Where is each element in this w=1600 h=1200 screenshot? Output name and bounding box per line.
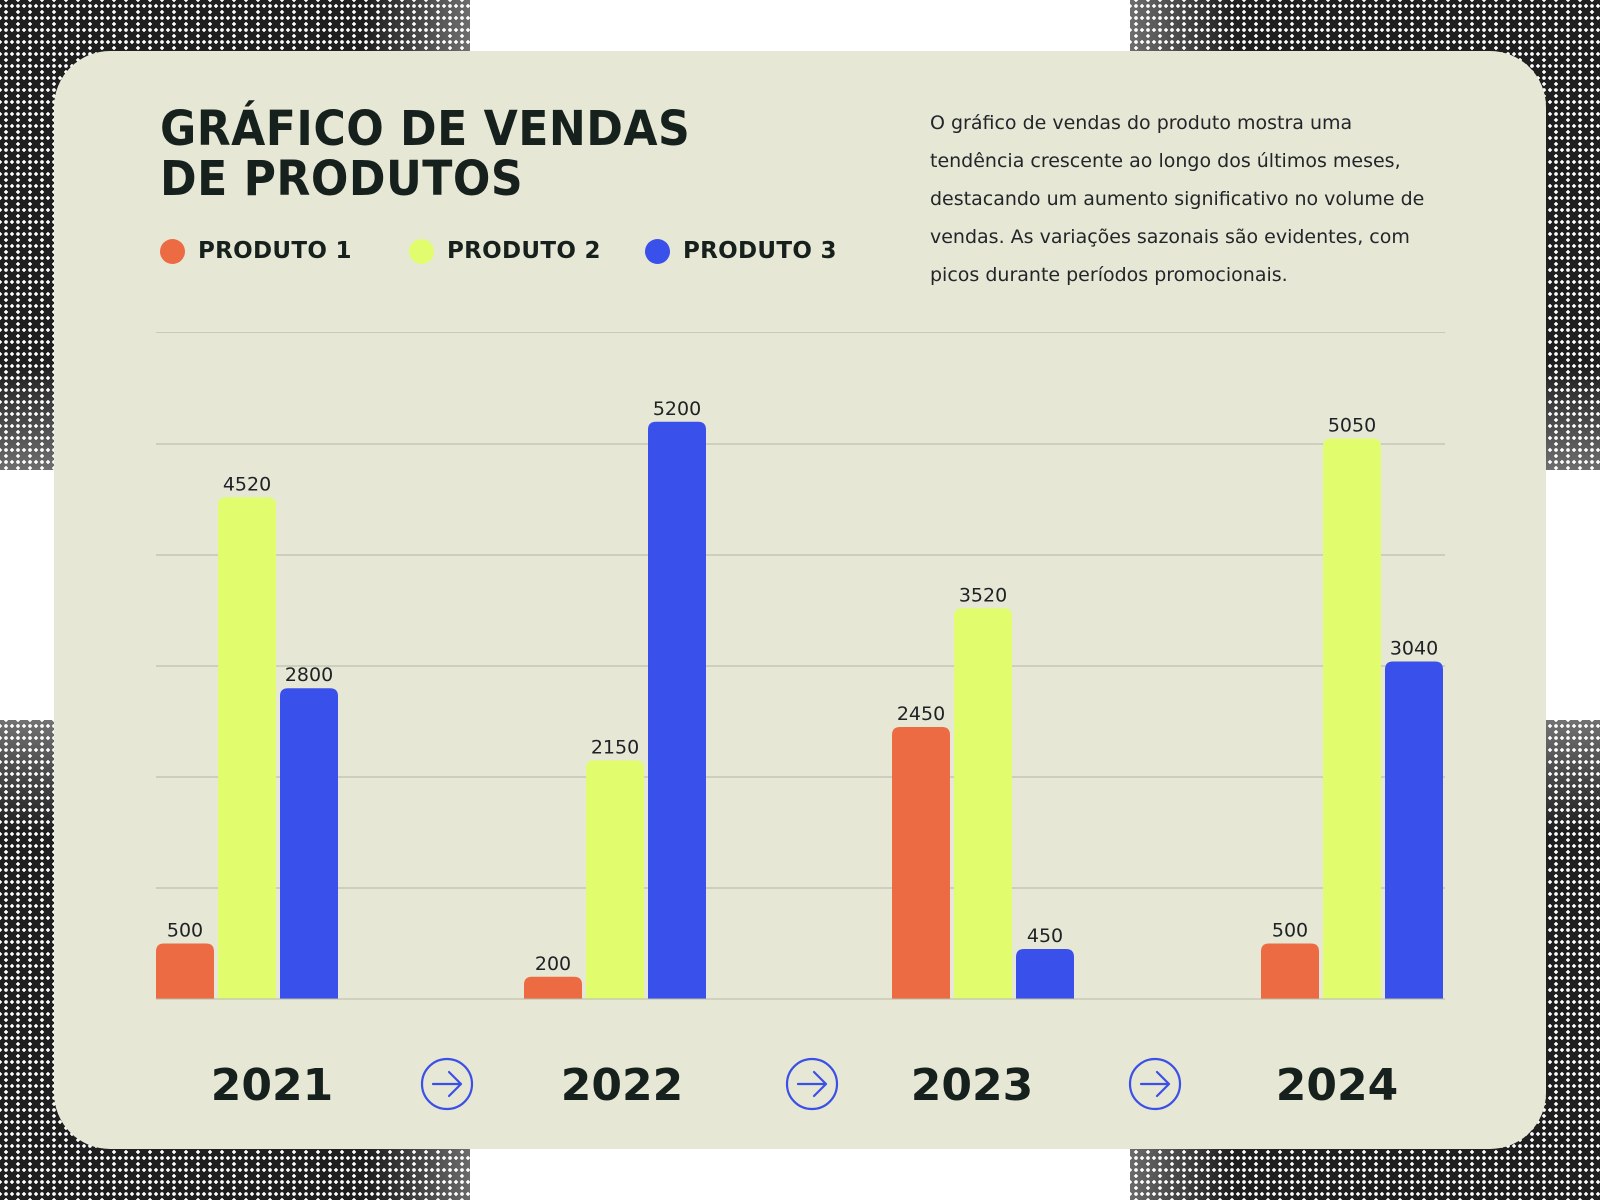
bar [892,727,950,999]
legend-swatch-produto-3 [645,238,670,264]
legend-item-produto-1: PRODUTO 1 [160,238,352,264]
bar [1016,949,1074,999]
chart-title-line-1: GRÁFICO DE VENDAS [160,101,691,157]
legend-label-produto-3: PRODUTO 3 [683,238,837,264]
arrow-right-circle-icon [785,1057,839,1111]
x-tick-label: 2022 [561,1060,683,1111]
arrow-right-circle-icon [420,1057,474,1111]
arrow-right-circle-icon [1128,1057,1182,1111]
legend: PRODUTO 1 PRODUTO 2 PRODUTO 3 [0,238,900,278]
chart-description: O gráfico de vendas do produto mostra um… [930,112,1425,286]
bar [954,608,1012,999]
bar [648,421,706,999]
header-divider [156,332,1445,333]
bar [1261,943,1319,999]
bar [218,497,276,999]
data-label: 2150 [591,736,639,758]
bar [524,976,582,999]
chart-title-line-2: DE PRODUTOS [160,151,524,207]
bar [1385,661,1443,999]
bar [156,943,214,999]
legend-item-produto-3: PRODUTO 3 [645,238,837,264]
data-label: 5050 [1328,414,1376,436]
data-label: 500 [1272,920,1308,942]
legend-swatch-produto-2 [409,238,434,264]
data-label: 2800 [285,664,333,686]
data-label: 5200 [653,398,701,420]
chart-title: GRÁFICO DE VENDAS DE PRODUTOS [160,104,804,204]
legend-label-produto-1: PRODUTO 1 [198,238,352,264]
legend-swatch-produto-1 [160,238,185,264]
bar [1323,438,1381,999]
legend-item-produto-2: PRODUTO 2 [409,238,601,264]
bar [280,688,338,999]
data-label: 500 [167,920,203,942]
data-label: 450 [1027,925,1063,947]
data-label: 3040 [1390,638,1438,660]
x-tick-label: 2024 [1276,1060,1398,1111]
x-tick-label: 2023 [911,1060,1033,1111]
x-tick-label: 2021 [211,1060,333,1111]
bar [586,760,644,999]
legend-label-produto-2: PRODUTO 2 [447,238,601,264]
data-label: 200 [535,953,571,975]
data-label: 4520 [223,473,271,495]
data-label: 3520 [959,584,1007,606]
data-label: 2450 [897,703,945,725]
